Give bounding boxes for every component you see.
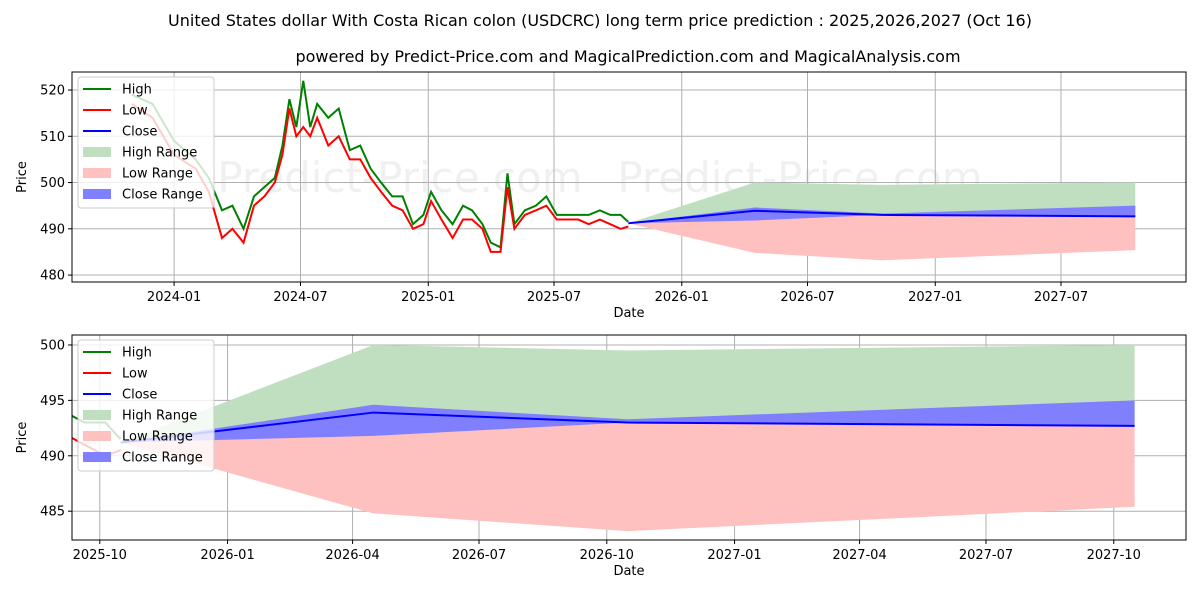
x-tick-label: 2025-01	[401, 290, 455, 305]
legend-swatch-patch	[83, 431, 111, 441]
legend-label: Low Range	[122, 167, 193, 182]
legend-label: High	[122, 83, 152, 98]
x-tick-label: 2026-07	[452, 548, 506, 563]
close-range-area	[120, 400, 1135, 443]
x-tick-label: 2025-07	[527, 290, 581, 305]
legend-swatch-patch	[83, 410, 111, 420]
legend-box	[77, 339, 215, 472]
x-tick-label: 2024-07	[273, 290, 327, 305]
plot-frame	[71, 71, 1187, 283]
legend-label: Close Range	[122, 188, 203, 203]
y-tick-label: 500	[40, 176, 65, 191]
top-chart: Predict-Price.com Predict-Price.com480490…	[15, 71, 1187, 321]
y-tick-label: 495	[40, 394, 65, 409]
legend-label: Low Range	[122, 430, 193, 445]
y-tick-label: 480	[40, 269, 65, 284]
close-line	[120, 411, 1135, 444]
x-tick-label: 2026-07	[780, 290, 834, 305]
legend-swatch-patch	[83, 452, 111, 462]
x-tick-label: 2024-01	[147, 290, 201, 305]
legend-label: Close	[122, 388, 157, 403]
x-tick-label: 2025-10	[73, 548, 127, 563]
x-axis-label: Date	[613, 306, 644, 321]
y-tick-label: 490	[40, 222, 65, 237]
x-tick-label: 2027-07	[959, 548, 1013, 563]
legend-label: High Range	[122, 146, 197, 161]
legend: High Low Close High Range Low Range Close Ran…	[77, 339, 215, 472]
legend-label: High Range	[122, 409, 197, 424]
legend: High Low Close High Range Low Range Close Ran…	[77, 76, 215, 209]
chart-subtitle: powered by Predict-Price.com and Magical…	[295, 47, 960, 66]
legend-label: Low	[122, 104, 148, 119]
legend-swatch-patch	[83, 147, 111, 157]
x-tick-label: 2026-01	[200, 548, 254, 563]
legend-label: Low	[122, 367, 148, 382]
watermark-left: Predict-Price.com	[217, 153, 582, 202]
y-tick-label: 490	[40, 449, 65, 464]
low-range-area	[628, 210, 1136, 261]
x-tick-label: 2026-04	[325, 548, 379, 563]
y-axis-label: Price	[15, 422, 30, 454]
y-tick-label: 520	[40, 84, 65, 99]
x-tick-label: 2027-10	[1087, 548, 1141, 563]
legend-label: High	[122, 346, 152, 361]
close-line	[628, 209, 1136, 225]
x-tick-label: 2026-10	[580, 548, 634, 563]
y-tick-label: 510	[40, 130, 65, 145]
x-tick-label: 2027-04	[832, 548, 886, 563]
x-tick-label: 2027-07	[1034, 290, 1088, 305]
legend-swatch-patch	[83, 189, 111, 199]
low-line	[131, 103, 629, 253]
x-tick-label: 2026-01	[655, 290, 709, 305]
y-axis-label: Price	[15, 161, 30, 193]
low-range-area	[120, 412, 1135, 532]
y-tick-label: 485	[40, 505, 65, 520]
legend-label: Close Range	[122, 451, 203, 466]
plot-frame	[71, 334, 1187, 541]
y-tick-label: 500	[40, 338, 65, 353]
legend-box	[77, 76, 215, 209]
chart-title: United States dollar With Costa Rican co…	[168, 11, 1032, 30]
plot-area	[131, 80, 1136, 261]
plot-area	[72, 344, 1135, 532]
x-axis-label: Date	[613, 564, 644, 579]
x-tick-label: 2027-01	[707, 548, 761, 563]
x-tick-label: 2027-01	[908, 290, 962, 305]
bottom-chart: Predict-Price.comPredict-Price.com485490…	[15, 334, 1187, 579]
legend-label: Close	[122, 125, 157, 140]
legend-swatch-patch	[83, 168, 111, 178]
high-line	[131, 80, 629, 249]
